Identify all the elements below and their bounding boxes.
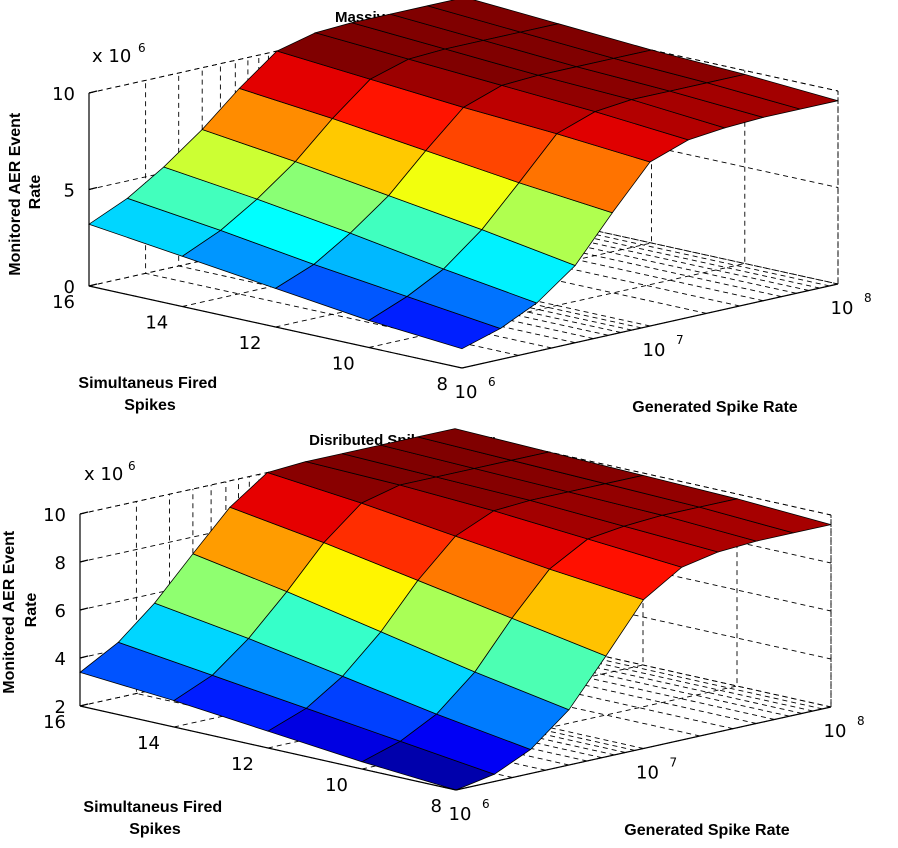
z-tick-label: 4 [55, 649, 66, 670]
x-tick-label: 10 [643, 340, 666, 361]
x-tick-label: 10 [455, 382, 478, 403]
x-tick-label: 10 [636, 763, 659, 784]
surface [88, 0, 839, 350]
z-tick-label: 10 [52, 84, 75, 105]
x-tick-exp: 8 [864, 291, 872, 305]
x-tick-exp: 8 [857, 714, 865, 728]
y-tick-label: 16 [52, 292, 75, 313]
z-tick-mark [88, 283, 98, 287]
z-axis-label: Monitored AER Event Rate [7, 108, 44, 275]
x-axis-line [461, 283, 839, 369]
z-tick-mark [79, 607, 89, 611]
y-axis-label-line1: Simultaneus Fired [83, 799, 222, 816]
y-axis-line [79, 705, 457, 791]
z-multiplier-exp: 6 [138, 41, 146, 55]
y-tick-label: 10 [325, 775, 348, 796]
z-axis-label-line2: Rate [27, 175, 44, 210]
grid-line-top [88, 8, 839, 94]
y-tick-label: 14 [137, 733, 160, 754]
z-multiplier: x 10 6 [84, 459, 136, 485]
y-tick-label: 8 [431, 796, 442, 817]
y-axis-label-line1: Simultaneus Fired [78, 375, 217, 392]
x-tick-label: 10 [824, 721, 847, 742]
z-tick-mark [88, 90, 98, 94]
z-multiplier-exp: 6 [128, 459, 136, 473]
z-tick-label: 5 [64, 181, 75, 202]
z-tick-mark [88, 186, 98, 191]
surface-patch [706, 73, 839, 110]
surface [79, 428, 832, 791]
z-multiplier: x 10 6 [92, 41, 146, 67]
tick-labels: 0 5 10 8 10 12 14 16 10 6 10 7 10 8 [52, 84, 872, 403]
panel-distributed: Disributed Spikes Monitor x 10 6 Monitor… [1, 428, 865, 839]
panel-massive: Massive Spikes Monitor x 10 6 Monitored … [7, 0, 872, 416]
z-axis-label-line1: Monitored AER Event [1, 530, 18, 694]
x-axis-line [455, 706, 832, 791]
y-tick-label: 16 [43, 712, 66, 733]
x-tick-label: 10 [831, 298, 854, 319]
z-tick-label: 10 [43, 505, 66, 526]
x-tick-exp: 7 [676, 333, 684, 347]
surface-patch [699, 498, 832, 534]
tick-labels: 2 4 6 8 10 8 10 12 14 16 10 6 10 7 10 8 [43, 505, 865, 825]
y-axis-label: Simultaneus Fired Spikes [78, 375, 221, 414]
z-tick-label: 8 [55, 553, 66, 574]
y-tick-label: 10 [332, 354, 355, 375]
x-tick-label: 10 [449, 804, 472, 825]
grid-line-top [79, 430, 832, 516]
x-axis-label: Generated Spike Rate [632, 399, 798, 416]
z-axis-label-line2: Rate [23, 593, 40, 628]
y-tick-label: 12 [231, 754, 254, 775]
x-tick-exp: 6 [482, 797, 490, 811]
y-axis-label-line2: Spikes [124, 397, 176, 414]
y-tick-label: 8 [437, 374, 448, 395]
z-tick-label: 2 [55, 697, 66, 718]
z-multiplier-text: x 10 [92, 46, 131, 67]
z-tick-label: 6 [55, 601, 66, 622]
y-axis-line [88, 285, 463, 369]
x-tick-exp: 6 [488, 375, 496, 389]
x-tick-exp: 7 [670, 756, 678, 770]
y-tick-label: 12 [239, 333, 262, 354]
z-tick-mark [79, 559, 89, 563]
z-tick-mark [79, 655, 89, 659]
z-tick-mark [79, 703, 89, 707]
z-tick-label: 0 [64, 277, 75, 298]
z-axis-label: Monitored AER Event Rate [1, 526, 40, 693]
z-multiplier-text: x 10 [84, 464, 123, 485]
z-axis-label-line1: Monitored AER Event [7, 112, 24, 276]
y-axis-label: Simultaneus Fired Spikes [83, 799, 226, 838]
z-tick-mark [79, 511, 89, 515]
x-axis-label: Generated Spike Rate [624, 822, 790, 839]
y-axis-label-line2: Spikes [129, 821, 181, 838]
y-tick-label: 14 [145, 313, 168, 334]
